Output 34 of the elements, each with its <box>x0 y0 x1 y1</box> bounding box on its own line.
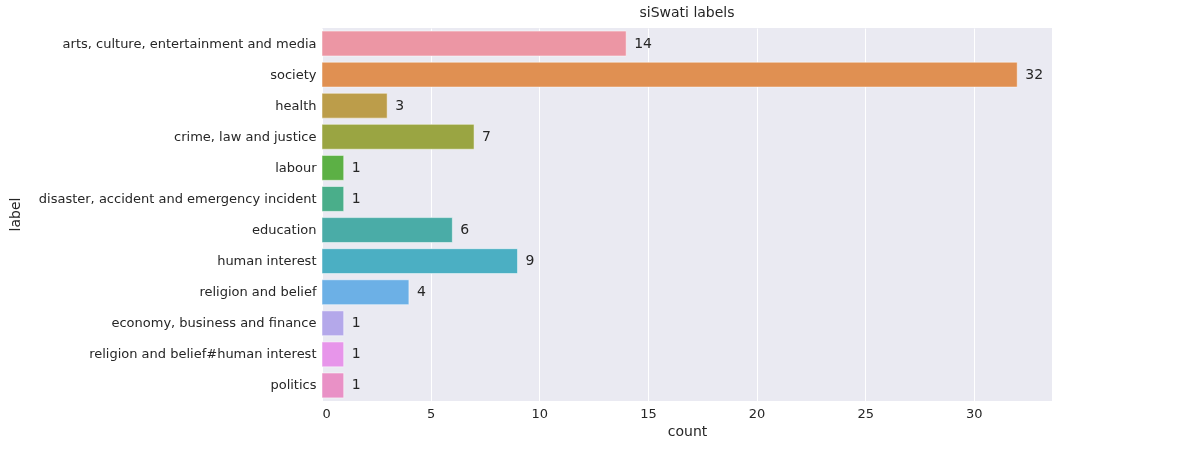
x-tick-label: 25 <box>857 405 874 421</box>
x-tick-label: 30 <box>966 405 983 421</box>
y-tick-label: religion and belief <box>199 284 317 300</box>
data-label: 14 <box>634 34 653 51</box>
y-tick-label: religion and belief#human interest <box>89 346 317 362</box>
data-label: 1 <box>351 376 361 393</box>
y-tick-label: health <box>275 97 317 113</box>
data-label: 6 <box>460 221 470 238</box>
x-tick-label: 0 <box>322 405 331 421</box>
y-tick-label: labour <box>275 159 318 175</box>
x-tick-label: 10 <box>531 405 549 421</box>
y-tick-label: politics <box>270 377 317 393</box>
x-tick-label: 15 <box>640 405 657 421</box>
y-tick-label: education <box>251 222 317 238</box>
data-label: 3 <box>395 96 405 113</box>
data-label: 1 <box>351 189 361 206</box>
data-label: 32 <box>1025 65 1044 82</box>
y-tick-label: disaster, accident and emergency incident <box>38 190 317 206</box>
data-label: 4 <box>416 283 426 300</box>
x-axis-title: count <box>667 422 708 439</box>
data-label: 7 <box>482 127 492 144</box>
data-label: 1 <box>351 158 361 175</box>
x-tick-label: 20 <box>748 405 766 421</box>
data-label: 9 <box>525 252 535 269</box>
chart-title: siSwati labels <box>639 4 735 20</box>
y-tick-label: economy, business and finance <box>111 315 317 331</box>
data-label: 1 <box>351 314 361 331</box>
x-tick-label: 5 <box>426 405 436 421</box>
y-tick-label: arts, culture, entertainment and media <box>62 35 317 51</box>
y-tick-label: society <box>270 66 317 82</box>
y-tick-label: human interest <box>217 253 317 269</box>
y-axis-title: label <box>6 197 23 232</box>
data-label: 1 <box>351 345 361 362</box>
y-tick-label: crime, law and justice <box>174 128 317 144</box>
